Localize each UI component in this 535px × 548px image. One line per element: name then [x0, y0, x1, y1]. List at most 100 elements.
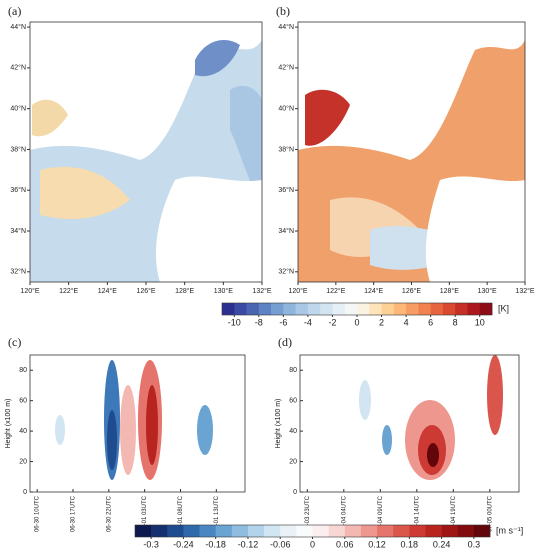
colorbar-tick-label: -0.24 — [173, 539, 194, 548]
y-tick-label: 20 — [19, 458, 27, 465]
colorbar-cell — [332, 303, 346, 315]
x-tick-label: 120°E — [20, 287, 39, 295]
x-tick-label: 126°E — [402, 287, 421, 295]
colorbar-cell — [222, 303, 235, 315]
y-tick-label: 40 — [289, 428, 297, 435]
colorbar-tick-label: -0.3 — [143, 539, 159, 548]
colorbar-tick-label: -4 — [304, 317, 312, 327]
colorbar-tick-label: 8 — [453, 317, 458, 327]
y-tick-label: 0 — [23, 489, 27, 496]
colorbar-cell — [409, 525, 426, 537]
colorbar-tick-label: 0.3 — [468, 539, 481, 548]
y-tick-label: 40 — [19, 428, 27, 435]
colorbar-tick-label: 0 — [310, 539, 315, 548]
x-tick-label: 07-04 04UTC — [341, 495, 347, 532]
colorbar-cell — [271, 303, 284, 315]
colorbar-cell — [479, 303, 493, 315]
colorbar-cell — [215, 525, 233, 537]
colorbar-cell — [258, 303, 272, 315]
colorbar-tick-label: -8 — [255, 317, 263, 327]
colorbar-cell — [393, 525, 410, 537]
map-field-b — [298, 22, 525, 282]
colorbar-unit: [m s⁻¹] — [496, 525, 523, 535]
y-axis-label: Height (x100 m) — [5, 399, 12, 449]
y-tick-label: 80 — [19, 367, 27, 374]
y-tick-label: 32°N — [10, 268, 26, 276]
y-tick-label: 42°N — [10, 64, 26, 72]
y-tick-label: 44°N — [278, 23, 294, 31]
colorbar-tick-label: -0.06 — [270, 539, 291, 548]
colorbar-cell — [328, 525, 346, 537]
x-tick-label: 07-05 00UTC — [487, 495, 493, 532]
x-tick-label: 128°E — [175, 287, 194, 295]
colorbar-cell — [467, 303, 481, 315]
colorbar-cell — [199, 525, 216, 537]
y-tick-label: 42°N — [278, 64, 294, 72]
colorbar-cell — [473, 525, 491, 537]
y-tick-label: 38°N — [10, 145, 26, 153]
colorbar-cell — [296, 525, 313, 537]
colorbar-cell — [295, 303, 309, 315]
x-tick-label: 06-30 22UTC — [106, 495, 112, 532]
colorbar-cell — [377, 525, 394, 537]
panel-label: (b) — [276, 4, 290, 18]
y-tick-label: 32°N — [278, 268, 294, 276]
colorbar-cell — [246, 303, 260, 315]
y-tick-label: 80 — [289, 367, 297, 374]
colorbar-tick-label: -6 — [279, 317, 287, 327]
map-field-a — [30, 22, 262, 282]
colorbar-cell — [457, 525, 475, 537]
x-tick-label: 132°E — [252, 287, 271, 295]
colorbar-cell — [135, 525, 152, 537]
x-tick-label: 124°E — [98, 287, 117, 295]
x-tick-label: 120°E — [288, 287, 307, 295]
colorbar-cell — [167, 525, 184, 537]
y-tick-label: 0 — [293, 489, 297, 496]
colorbar-cell — [247, 525, 265, 537]
colorbar-cell — [357, 303, 370, 315]
contour-field-c — [55, 360, 213, 480]
x-tick-label: 128°E — [440, 287, 459, 295]
x-tick-label: 06-30 10UTC — [35, 495, 41, 532]
panel-label: (d) — [278, 335, 292, 349]
colorbar-cell — [307, 303, 321, 315]
x-tick-label: 130°E — [214, 287, 233, 295]
colorbar-tick-label: 0 — [354, 317, 359, 327]
colorbar-cell — [312, 525, 329, 537]
colorbar-cell — [280, 525, 297, 537]
y-axis-label: Height (x100 m) — [275, 399, 282, 449]
colorbar-cell — [234, 303, 247, 315]
x-tick-label: 07-01 03UTC — [142, 495, 148, 532]
colorbar-tick-label: 0.24 — [433, 539, 451, 548]
colorbar-tick-label: 10 — [475, 317, 485, 327]
y-tick-label: 40°N — [10, 105, 26, 113]
colorbar-cell — [369, 303, 382, 315]
colorbar-tick-label: -0.18 — [205, 539, 226, 548]
x-tick-label: 124°E — [364, 287, 383, 295]
colorbar-cell — [406, 303, 419, 315]
colorbar-cell — [455, 303, 468, 315]
x-tick-label: 07-04 09UTC — [378, 495, 384, 532]
colorbar-cell — [442, 303, 456, 315]
y-tick-label: 20 — [289, 458, 297, 465]
y-tick-label: 60 — [289, 398, 297, 405]
colorbar-tick-label: 4 — [404, 317, 409, 327]
colorbar-tick-label: 2 — [379, 317, 384, 327]
colorbar-tick-label: -0.12 — [238, 539, 259, 548]
y-tick-label: 34°N — [10, 227, 26, 235]
x-tick-label: 07-04 19UTC — [451, 495, 457, 532]
x-tick-label: 122°E — [59, 287, 78, 295]
colorbar-cell — [418, 303, 431, 315]
panel-label: (a) — [8, 4, 21, 18]
x-tick-label: 07-01 13UTC — [214, 495, 220, 532]
colorbar-cell — [360, 525, 378, 537]
y-tick-label: 34°N — [278, 227, 294, 235]
colorbar-tick-label: -10 — [228, 317, 241, 327]
x-tick-label: 07-04 14UTC — [414, 495, 420, 532]
x-tick-label: 132°E — [515, 287, 534, 295]
colorbar-cell — [264, 525, 281, 537]
y-tick-label: 36°N — [10, 186, 26, 194]
colorbar-unit: [K] — [498, 303, 509, 313]
